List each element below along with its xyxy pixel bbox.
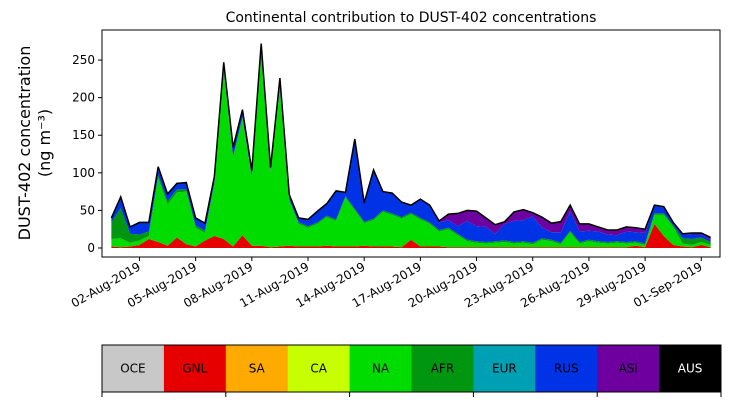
legend-label-oce: OCE bbox=[120, 362, 145, 376]
chart-title: Continental contribution to DUST-402 con… bbox=[226, 10, 597, 26]
legend-label-asi: ASI bbox=[618, 362, 637, 376]
legend-swatch-eur bbox=[473, 345, 536, 392]
legend-label-afr: AFR bbox=[431, 362, 454, 376]
legend-swatch-afr bbox=[411, 345, 474, 392]
legend-swatch-gnl bbox=[163, 345, 227, 392]
legend-swatch-na bbox=[349, 345, 412, 392]
y-axis-label: DUST-402 concentration (ng m⁻³) bbox=[15, 46, 54, 241]
legend-swatch-ca bbox=[287, 345, 351, 392]
legend-label-na: NA bbox=[372, 362, 390, 376]
y-tick-label: 250 bbox=[72, 53, 95, 67]
y-tick-label: 50 bbox=[80, 203, 95, 217]
total-outline bbox=[110, 43, 711, 239]
legend-label-aus: AUS bbox=[678, 362, 703, 376]
colorbar-frame bbox=[101, 344, 722, 393]
y-axis-label-main: DUST-402 concentration bbox=[15, 46, 34, 241]
legend-swatch-rus bbox=[535, 345, 598, 392]
legend-label-sa: SA bbox=[249, 362, 266, 376]
y-axis-label-unit: (ng m⁻³) bbox=[35, 109, 54, 177]
legend-label-rus: RUS bbox=[554, 362, 579, 376]
area-series-afr bbox=[111, 52, 711, 245]
legend-label-eur: EUR bbox=[492, 362, 517, 376]
legend-swatch-sa bbox=[225, 345, 289, 392]
region-legend-colorbar: OCE GNL SA CA NA AFR EUR RUS ASI AUS bbox=[101, 344, 722, 397]
y-tick-label: 150 bbox=[72, 128, 95, 142]
area-series-na bbox=[111, 54, 711, 248]
y-axis: 0 50 100 150 200 250 bbox=[72, 53, 102, 255]
y-tick-label: 200 bbox=[72, 91, 95, 105]
legend-swatch-oce bbox=[102, 345, 165, 392]
legend-swatch-asi bbox=[597, 345, 660, 392]
area-series-rus bbox=[111, 43, 711, 244]
y-tick-label: 0 bbox=[87, 241, 95, 255]
legend-label-gnl: GNL bbox=[182, 362, 207, 376]
legend-label-ca: CA bbox=[310, 362, 327, 376]
area-series-gnl bbox=[111, 223, 711, 248]
legend-swatch-aus bbox=[659, 345, 722, 392]
plot-area bbox=[101, 29, 721, 258]
y-tick-label: 100 bbox=[72, 166, 95, 180]
x-axis: 02-Aug-201905-Aug-201908-Aug-201911-Aug-… bbox=[69, 257, 705, 310]
plot-frame bbox=[101, 29, 721, 258]
